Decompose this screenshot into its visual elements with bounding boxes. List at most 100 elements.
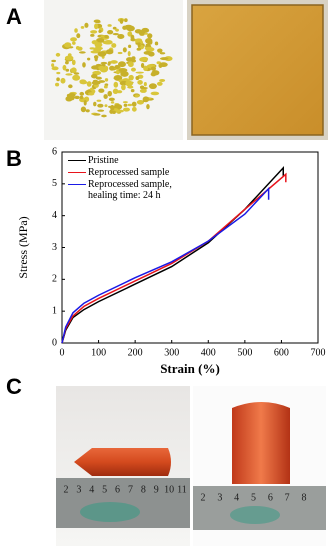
x-tick-label: 700 [311,347,326,358]
granule [142,99,148,102]
legend-entry: Reprocessed sample, healing time: 24 h [68,179,188,201]
granule [94,56,98,62]
granule [78,51,86,54]
granule [86,81,92,87]
ruler-label: 3 [217,492,222,503]
granule [148,83,157,90]
granule [100,35,106,38]
granule [107,63,111,66]
granule [148,51,155,57]
granule [120,71,129,77]
granule [80,106,87,113]
granule [82,62,86,68]
granule [137,80,143,85]
granule [51,63,55,68]
granule [70,37,78,42]
granule [71,59,76,66]
granule [134,29,142,34]
legend-swatch [68,184,86,185]
granule [125,81,130,86]
granule [97,109,105,112]
granule [114,64,120,70]
granule [143,82,147,87]
granule [91,80,101,85]
granule [65,68,70,72]
granule [113,81,119,88]
legend-label: Reprocessed sample, healing time: 24 h [88,179,172,201]
granule [144,46,153,50]
ruler-label: 8 [302,492,307,503]
y-tick-label: 0 [52,337,57,348]
ruler-label: 7 [128,484,133,495]
granule [79,91,85,96]
granule [104,104,108,108]
granule [159,52,166,55]
ruler-tint [80,502,140,522]
granule [55,52,61,57]
granule [112,32,119,36]
granule [135,38,142,42]
x-tick-label: 0 [60,347,65,358]
ruler-label: 5 [251,492,256,503]
photo-film [191,4,324,136]
granule [123,107,130,112]
series-line [61,166,285,344]
granule [140,56,149,62]
ruler-label: 2 [64,484,69,495]
ruler-label: 6 [268,492,273,503]
x-axis-label: Strain (%) [160,361,220,376]
granule [116,90,123,94]
granule [90,33,95,37]
panel-label: B [6,146,22,171]
granule [159,78,166,82]
granule [100,61,108,65]
granule [136,47,142,51]
granule [107,90,113,97]
granule [103,85,108,89]
granule [128,44,132,49]
rod [74,448,171,476]
legend-swatch [68,172,86,173]
granule [116,109,124,113]
granule [51,59,57,63]
ruler-label: 8 [141,484,146,495]
granule [90,30,98,34]
granule [70,67,77,74]
granule [85,109,90,113]
granule [107,29,114,35]
granule [119,18,124,24]
granule [93,101,97,107]
ruler-label: 2 [201,492,206,503]
granule [157,48,163,53]
granule [128,75,132,81]
granule [68,84,73,89]
granule [110,60,118,64]
legend-label: Reprocessed sample [88,167,170,178]
granule [56,71,61,75]
granule [159,62,168,68]
granule [103,94,108,100]
granule [140,62,145,68]
granule [110,104,115,111]
panel-label: C [6,374,22,399]
granule [131,59,137,63]
granule [103,68,107,72]
legend-label: Pristine [88,155,119,166]
granules [51,18,173,118]
granule [131,106,137,112]
granule [108,97,115,101]
rod [232,402,290,484]
granule [104,78,109,82]
granule [134,94,140,98]
granule [97,103,104,108]
granule [146,103,150,110]
granule [65,60,69,65]
granule [117,61,126,68]
granule [156,81,163,86]
granule [60,77,66,84]
granule [64,55,74,61]
granule [98,29,102,33]
granule [127,31,133,37]
granule [127,61,134,68]
